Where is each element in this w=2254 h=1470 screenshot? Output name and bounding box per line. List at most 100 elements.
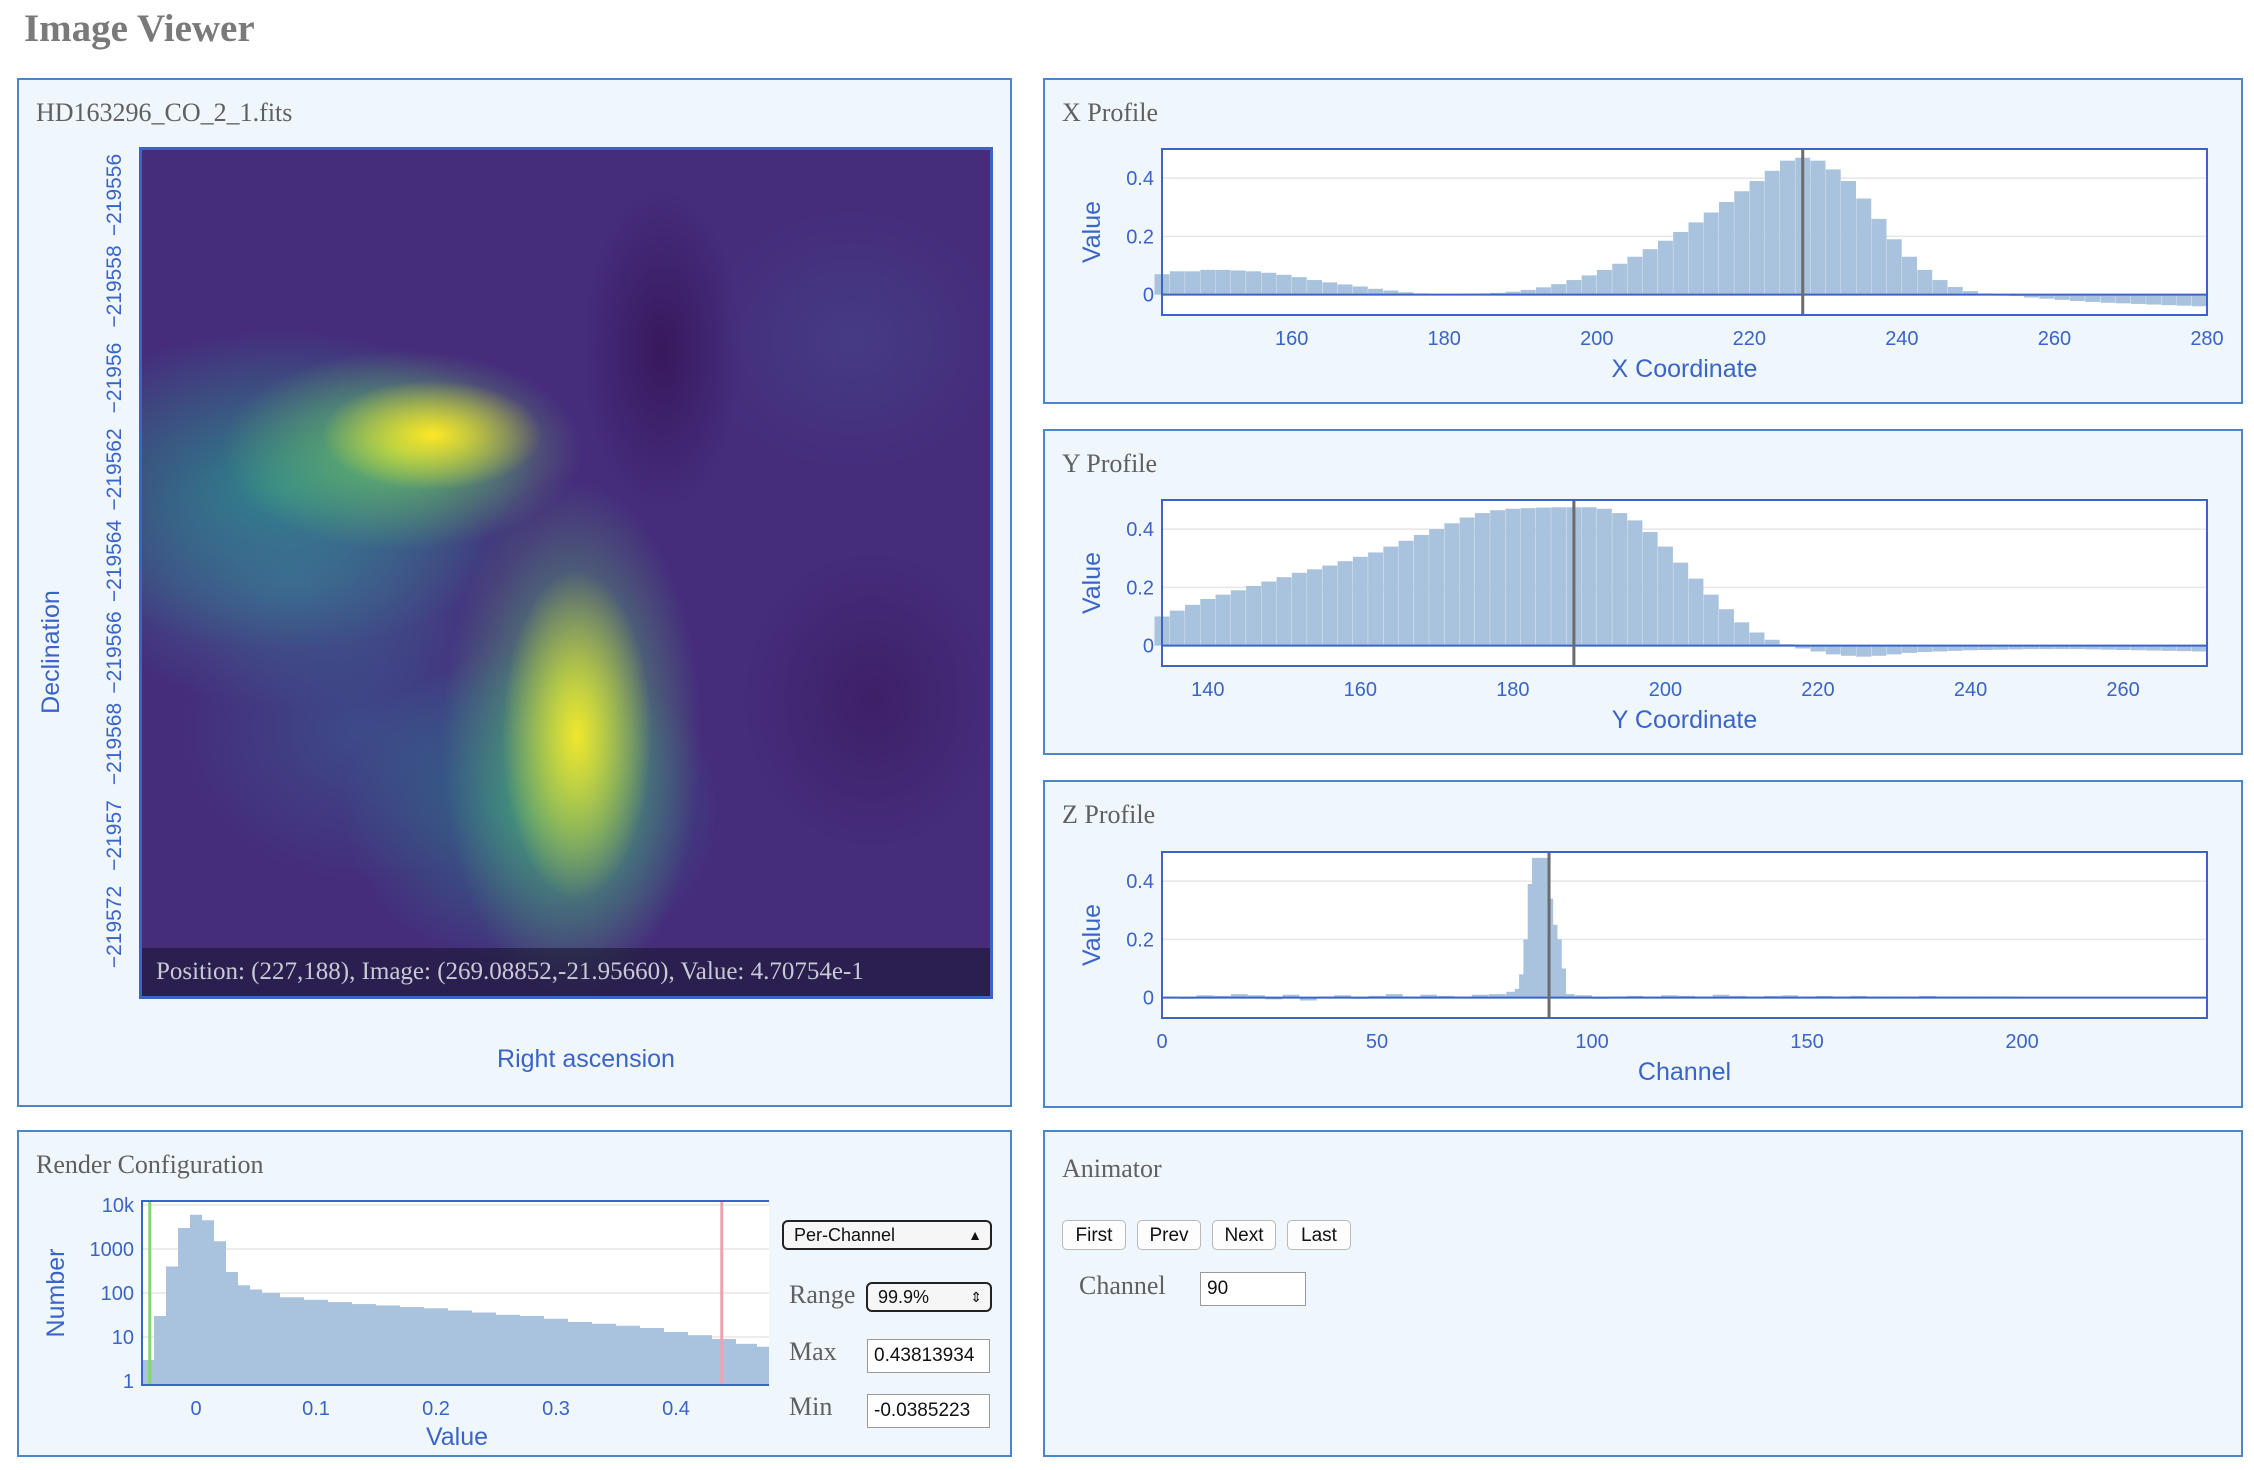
profile-bar[interactable] [1551, 507, 1567, 646]
profile-bar[interactable] [2069, 294, 2085, 302]
profile-bar[interactable] [1535, 507, 1551, 646]
profile-bar[interactable] [1429, 529, 1445, 646]
profile-bar[interactable] [1642, 249, 1658, 295]
profile-bar[interactable] [1581, 507, 1597, 646]
profile-bar[interactable] [1420, 994, 1438, 998]
profile-bar[interactable] [1734, 191, 1750, 295]
profile-bar[interactable] [2191, 645, 2207, 652]
histogram-bar[interactable] [262, 1293, 280, 1385]
histogram-bar[interactable] [280, 1297, 304, 1385]
profile-bar[interactable] [1549, 968, 1567, 998]
profile-bar[interactable] [1505, 291, 1521, 295]
profile-bar[interactable] [1718, 609, 1734, 646]
profile-bar[interactable] [1337, 561, 1353, 646]
profile-bar[interactable] [1215, 269, 1231, 295]
profile-bar[interactable] [1383, 290, 1399, 295]
profile-bar[interactable] [1657, 546, 1673, 646]
profile-bar[interactable] [1276, 577, 1292, 646]
profile-bar[interactable] [1795, 645, 1811, 649]
profile-bar[interactable] [2115, 645, 2131, 650]
histogram-bar[interactable] [616, 1325, 640, 1385]
profile-bar[interactable] [1230, 590, 1246, 646]
profile-bar[interactable] [1856, 645, 1872, 657]
profile-bar[interactable] [1718, 202, 1734, 295]
profile-bar[interactable] [1352, 286, 1368, 295]
profile-bar[interactable] [1779, 160, 1795, 295]
profile-bar[interactable] [1902, 256, 1917, 295]
profile-bar[interactable] [1230, 994, 1248, 998]
histogram-bar[interactable] [166, 1266, 178, 1385]
profile-bar[interactable] [1261, 272, 1277, 295]
profile-bar[interactable] [1196, 995, 1214, 998]
histogram-bar[interactable] [448, 1310, 472, 1385]
profile-bar[interactable] [1398, 540, 1414, 646]
histogram-bar[interactable] [190, 1214, 202, 1385]
profile-bar[interactable] [1825, 645, 1841, 655]
profile-bar[interactable] [1248, 995, 1266, 998]
profile-bar[interactable] [1657, 240, 1673, 295]
profile-bar[interactable] [2176, 294, 2192, 306]
profile-bar[interactable] [1352, 556, 1368, 646]
histogram-bar[interactable] [472, 1312, 496, 1385]
profile-bar[interactable] [1932, 280, 1948, 295]
profile-bar[interactable] [2085, 294, 2101, 302]
last-button[interactable]: Last [1287, 1220, 1351, 1250]
profile-bar[interactable] [1291, 277, 1307, 295]
profile-bar[interactable] [2024, 645, 2040, 650]
profile-bar[interactable] [2024, 294, 2040, 298]
profile-bar[interactable] [1810, 645, 1826, 652]
profile-bar[interactable] [1764, 170, 1780, 295]
profile-bar[interactable] [1169, 610, 1185, 646]
profile-bar[interactable] [1978, 645, 1994, 650]
profile-bar[interactable] [1505, 508, 1521, 646]
x-profile-chart[interactable]: 0 0.2 0.4 160 180 200 220 240 260 280 X Coordinate… [1045, 80, 2241, 402]
profile-bar[interactable] [1398, 292, 1414, 295]
profile-bar[interactable] [2100, 645, 2116, 650]
profile-bar[interactable] [1856, 198, 1872, 295]
profile-bar[interactable] [1963, 645, 1979, 651]
profile-bar[interactable] [1307, 280, 1323, 295]
profile-bar[interactable] [1489, 994, 1506, 998]
profile-bar[interactable] [1841, 181, 1856, 295]
profile-bar[interactable] [1575, 995, 1592, 998]
profile-bar[interactable] [1566, 280, 1582, 295]
profile-bar[interactable] [2130, 645, 2146, 651]
profile-bar[interactable] [1749, 181, 1765, 295]
profile-bar[interactable] [1261, 581, 1277, 646]
intensity-map[interactable] [142, 150, 990, 996]
profile-bar[interactable] [2100, 294, 2116, 303]
profile-bar[interactable] [2161, 294, 2177, 306]
profile-bar[interactable] [1200, 599, 1216, 646]
profile-bar[interactable] [2146, 294, 2162, 305]
z-profile-chart[interactable]: 0 0.2 0.4 0 50 100 150 200 Channel Value [1045, 782, 2241, 1106]
render-mode-select[interactable]: Per-Channel ▲ [782, 1220, 992, 1250]
profile-bar[interactable] [1825, 169, 1841, 295]
histogram-bar[interactable] [712, 1339, 736, 1385]
profile-bar[interactable] [1368, 288, 1384, 295]
profile-bar[interactable] [1932, 645, 1948, 652]
profile-bar[interactable] [1661, 995, 1678, 998]
profile-bar[interactable] [1185, 604, 1200, 646]
histogram-bar[interactable] [142, 1360, 154, 1385]
profile-bar[interactable] [1902, 645, 1917, 653]
profile-bar[interactable] [2054, 294, 2070, 300]
histogram-bar[interactable] [250, 1289, 262, 1385]
profile-bar[interactable] [2039, 294, 2055, 299]
profile-bar[interactable] [1215, 594, 1231, 646]
profile-bar[interactable] [1712, 994, 1730, 998]
histogram-bar[interactable] [226, 1272, 238, 1385]
profile-bar[interactable] [2085, 645, 2101, 650]
profile-bar[interactable] [1368, 552, 1384, 646]
profile-bar[interactable] [1673, 562, 1689, 646]
profile-bar[interactable] [2039, 645, 2055, 650]
profile-bar[interactable] [1557, 994, 1575, 998]
profile-bar[interactable] [1734, 622, 1750, 646]
profile-bar[interactable] [1535, 287, 1551, 295]
profile-bar[interactable] [1627, 520, 1643, 646]
profile-bar[interactable] [1246, 585, 1262, 646]
profile-bar[interactable] [1886, 239, 1902, 295]
profile-bar[interactable] [1322, 282, 1338, 295]
histogram-bar[interactable] [592, 1323, 616, 1385]
profile-bar[interactable] [1322, 565, 1338, 646]
profile-bar[interactable] [2176, 645, 2192, 652]
